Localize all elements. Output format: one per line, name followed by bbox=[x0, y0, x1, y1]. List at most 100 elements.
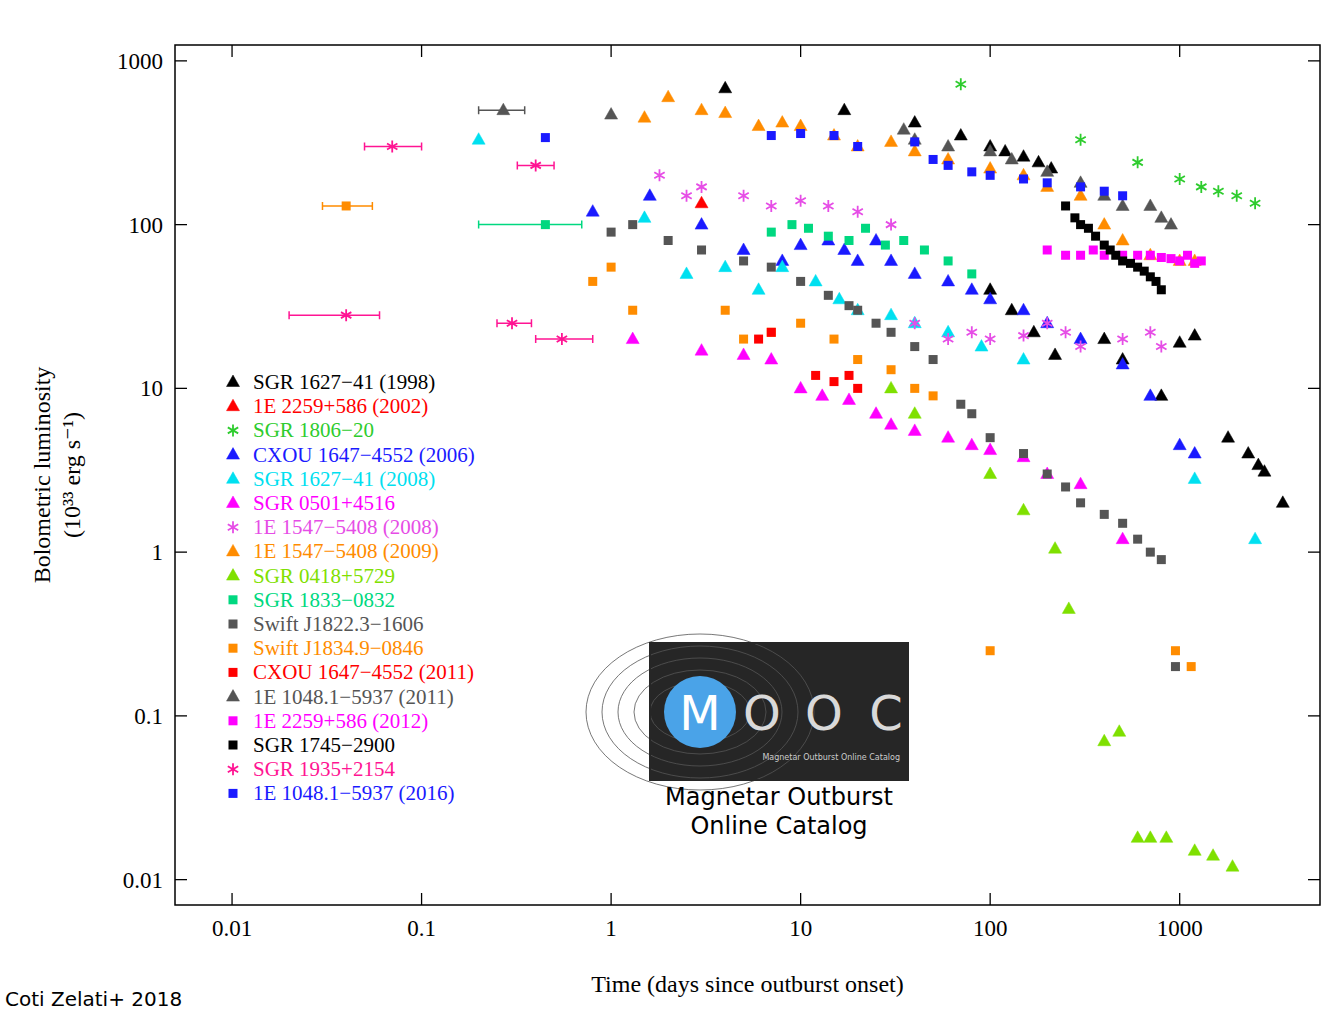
data-point bbox=[796, 129, 805, 138]
data-point bbox=[929, 155, 938, 164]
data-point bbox=[838, 103, 851, 115]
data-point bbox=[1049, 542, 1062, 554]
data-point bbox=[1076, 182, 1085, 191]
data-point bbox=[1173, 438, 1186, 450]
data-point bbox=[910, 384, 919, 393]
legend-label: SGR 0501+4516 bbox=[253, 491, 395, 515]
data-point bbox=[767, 328, 776, 337]
data-point bbox=[1132, 156, 1142, 168]
data-point bbox=[739, 256, 748, 265]
data-point bbox=[956, 400, 965, 409]
legend-marker bbox=[227, 496, 240, 508]
y-tick-label: 100 bbox=[129, 213, 164, 238]
data-point bbox=[737, 348, 750, 360]
data-point bbox=[796, 277, 805, 286]
y-tick bbox=[175, 60, 187, 61]
logo-caption: Online Catalog bbox=[690, 812, 867, 840]
data-point bbox=[1041, 165, 1054, 177]
data-point bbox=[910, 342, 919, 351]
data-point bbox=[1145, 326, 1155, 338]
data-point bbox=[1249, 532, 1262, 544]
data-point bbox=[1187, 662, 1196, 671]
series bbox=[719, 81, 1290, 507]
data-point bbox=[1157, 253, 1166, 262]
data-point bbox=[965, 438, 978, 450]
data-point bbox=[1017, 303, 1030, 315]
data-point bbox=[885, 308, 898, 320]
data-point bbox=[870, 233, 883, 245]
data-point bbox=[1258, 465, 1271, 477]
data-point bbox=[737, 243, 750, 255]
data-point bbox=[845, 236, 854, 245]
y-tick bbox=[175, 388, 187, 389]
legend-marker bbox=[227, 375, 240, 387]
series bbox=[472, 133, 1261, 544]
y-tick bbox=[175, 224, 187, 225]
data-point bbox=[1207, 849, 1220, 861]
data-point bbox=[1043, 469, 1052, 478]
data-point bbox=[1188, 844, 1201, 856]
series bbox=[1043, 245, 1206, 267]
data-point bbox=[654, 169, 664, 181]
data-point bbox=[965, 283, 978, 295]
data-point bbox=[776, 116, 789, 128]
series bbox=[479, 220, 977, 278]
data-point bbox=[794, 381, 807, 393]
x-tick bbox=[231, 893, 232, 905]
legend-marker bbox=[227, 399, 240, 411]
legend-marker bbox=[228, 521, 238, 533]
data-point bbox=[885, 418, 898, 430]
data-point bbox=[695, 344, 708, 356]
logo-letter: C bbox=[869, 685, 903, 741]
logo-decoration bbox=[618, 658, 782, 766]
data-point bbox=[695, 196, 708, 208]
data-point bbox=[1089, 245, 1098, 254]
data-point bbox=[908, 424, 921, 436]
data-point bbox=[776, 260, 789, 272]
background bbox=[0, 0, 1335, 1017]
data-point bbox=[967, 269, 976, 278]
data-point bbox=[833, 292, 846, 304]
legend-marker bbox=[227, 472, 240, 484]
data-point bbox=[387, 140, 397, 152]
data-point bbox=[767, 131, 776, 140]
data-point bbox=[1167, 254, 1176, 263]
legend-marker bbox=[228, 763, 238, 775]
data-point bbox=[804, 224, 813, 233]
data-point bbox=[796, 319, 805, 328]
y-tick bbox=[1308, 715, 1320, 716]
legend-label: 1E 1547−5408 (2009) bbox=[253, 539, 439, 563]
data-point bbox=[830, 335, 839, 344]
data-point bbox=[1076, 251, 1085, 260]
data-point bbox=[754, 335, 763, 344]
data-point bbox=[607, 263, 616, 272]
data-point bbox=[1098, 332, 1111, 344]
logo-letter: O bbox=[805, 685, 843, 741]
data-point bbox=[787, 220, 796, 229]
data-point bbox=[1133, 251, 1142, 260]
series bbox=[956, 78, 1261, 209]
logo-decoration bbox=[586, 634, 814, 790]
y-tick-label: 0.1 bbox=[134, 704, 163, 729]
data-point bbox=[861, 224, 870, 233]
data-point bbox=[695, 218, 708, 230]
y-tick bbox=[1308, 224, 1320, 225]
data-point bbox=[920, 245, 929, 254]
data-point bbox=[985, 333, 995, 345]
data-point bbox=[830, 377, 839, 386]
data-point bbox=[752, 283, 765, 295]
data-point bbox=[1018, 330, 1028, 342]
data-point bbox=[507, 317, 517, 329]
data-point bbox=[1226, 860, 1239, 872]
data-point bbox=[1091, 232, 1100, 241]
legend-label: SGR 1806−20 bbox=[253, 418, 374, 442]
data-point bbox=[1118, 191, 1127, 200]
x-tick bbox=[1179, 893, 1180, 905]
data-point bbox=[472, 133, 485, 145]
data-point bbox=[886, 219, 896, 231]
data-point bbox=[1084, 224, 1093, 233]
data-point bbox=[942, 431, 955, 443]
data-point bbox=[638, 211, 651, 223]
series bbox=[322, 201, 1195, 671]
x-tick bbox=[800, 893, 801, 905]
